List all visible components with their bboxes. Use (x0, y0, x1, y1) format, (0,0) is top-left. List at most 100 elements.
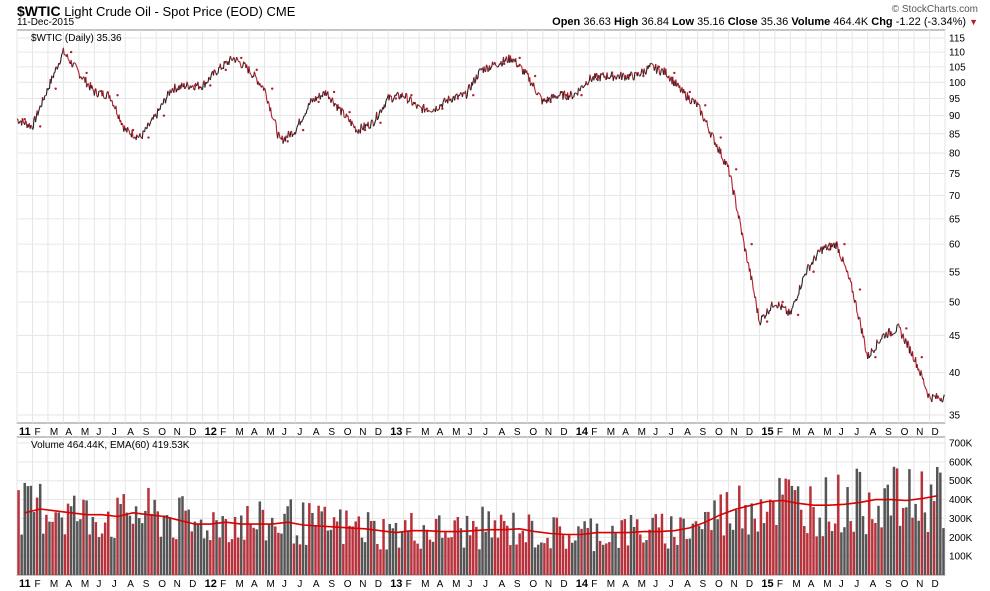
price-segment (594, 73, 597, 79)
volume-xtick-label: A (498, 579, 505, 590)
price-segment (301, 120, 303, 123)
volume-bar (852, 531, 855, 575)
volume-bar (171, 537, 175, 575)
price-segment (843, 262, 845, 266)
volume-bar (614, 533, 617, 575)
volume-bar (719, 494, 722, 575)
price-ytick-label: 50 (949, 297, 961, 308)
volume-bar (676, 544, 679, 575)
price-segment (128, 130, 131, 135)
volume-bar (453, 520, 456, 575)
price-segment (70, 59, 73, 68)
price-segment (633, 71, 636, 80)
price-legend: $WTIC (Daily) 35.36 (31, 33, 122, 44)
volume-xtick-label: S (700, 579, 707, 590)
volume-bar (465, 515, 469, 575)
volume-xtick-label: J (483, 579, 488, 590)
price-point (905, 327, 908, 330)
high-value: 36.84 (641, 16, 669, 28)
price-ytick-label: 110 (949, 48, 965, 59)
volume-bar (413, 540, 416, 575)
volume-xtick-label: J (297, 579, 302, 590)
price-segment (115, 105, 118, 115)
volume-bar (339, 509, 342, 575)
price-segment (414, 102, 417, 106)
price-xtick-label: J (653, 427, 658, 438)
price-segment (631, 72, 634, 77)
price-segment (427, 109, 430, 112)
price-segment (817, 249, 820, 252)
price-segment (583, 84, 586, 88)
price-segment (758, 320, 760, 323)
price-segment (75, 64, 78, 67)
price-segment (118, 114, 121, 122)
volume-bar (536, 544, 540, 575)
price-segment (418, 105, 421, 107)
volume-bar (663, 543, 667, 575)
volume-bar (410, 512, 413, 575)
brand-watermark[interactable]: © StockCharts.com (891, 4, 978, 15)
volume-bar (391, 528, 395, 575)
price-segment (72, 62, 74, 67)
volume-bar (153, 499, 156, 575)
price-segment (617, 74, 620, 77)
exchange: CME (266, 4, 296, 19)
volume-bar (827, 521, 831, 575)
price-segment (317, 96, 319, 99)
price-point (162, 114, 166, 117)
price-segment (52, 72, 55, 78)
volume-xtick-label: N (545, 579, 552, 590)
price-segment (295, 127, 298, 132)
volume-bar (939, 472, 942, 575)
price-segment (186, 81, 189, 85)
price-segment (397, 91, 399, 94)
volume-bar (450, 537, 453, 575)
price-segment (643, 68, 646, 73)
volume-bar (654, 514, 658, 575)
volume-xtick-label: M (792, 579, 800, 590)
volume-bar (728, 523, 732, 575)
volume-bar (66, 503, 70, 575)
price-xtick-label: O (901, 427, 909, 438)
volume-bar (756, 531, 760, 575)
price-segment (575, 92, 578, 95)
price-segment (255, 76, 258, 79)
price-segment (59, 62, 61, 65)
price-xtick-label: J (112, 427, 117, 438)
price-xtick-label: O (715, 427, 723, 438)
price-segment (61, 52, 64, 55)
ema-line (24, 495, 938, 536)
price-xtick-label: F (34, 427, 40, 438)
price-point (363, 128, 367, 132)
volume-bar (645, 540, 648, 575)
price-segment (874, 348, 877, 351)
price-segment (854, 299, 857, 303)
price-segment (942, 397, 944, 402)
price-segment (144, 126, 146, 133)
volume-bar (475, 526, 478, 575)
price-segment (691, 97, 694, 100)
price-point (54, 87, 57, 90)
price-segment (190, 86, 193, 89)
volume-bar (354, 521, 357, 575)
volume-bar (901, 507, 905, 575)
price-segment (86, 84, 88, 88)
price-segment (879, 339, 882, 343)
volume-bar (506, 525, 509, 575)
volume-bar (530, 520, 534, 575)
volume-xtick-label: O (901, 579, 909, 590)
price-xtick-label: A (127, 427, 134, 438)
price-point (704, 104, 707, 107)
volume-bar (781, 494, 784, 575)
price-segment (816, 252, 818, 257)
price-segment (537, 92, 540, 94)
price-segment (249, 72, 252, 75)
volume-bar (571, 542, 574, 575)
volume-bar (76, 521, 79, 575)
volume-bar (648, 529, 651, 575)
volume-xtick-label: 11 (19, 578, 31, 590)
price-segment (401, 92, 404, 97)
price-segment (582, 86, 585, 89)
volume-ytick-label: 400K (949, 495, 973, 506)
price-xtick-label: 14 (576, 426, 589, 438)
